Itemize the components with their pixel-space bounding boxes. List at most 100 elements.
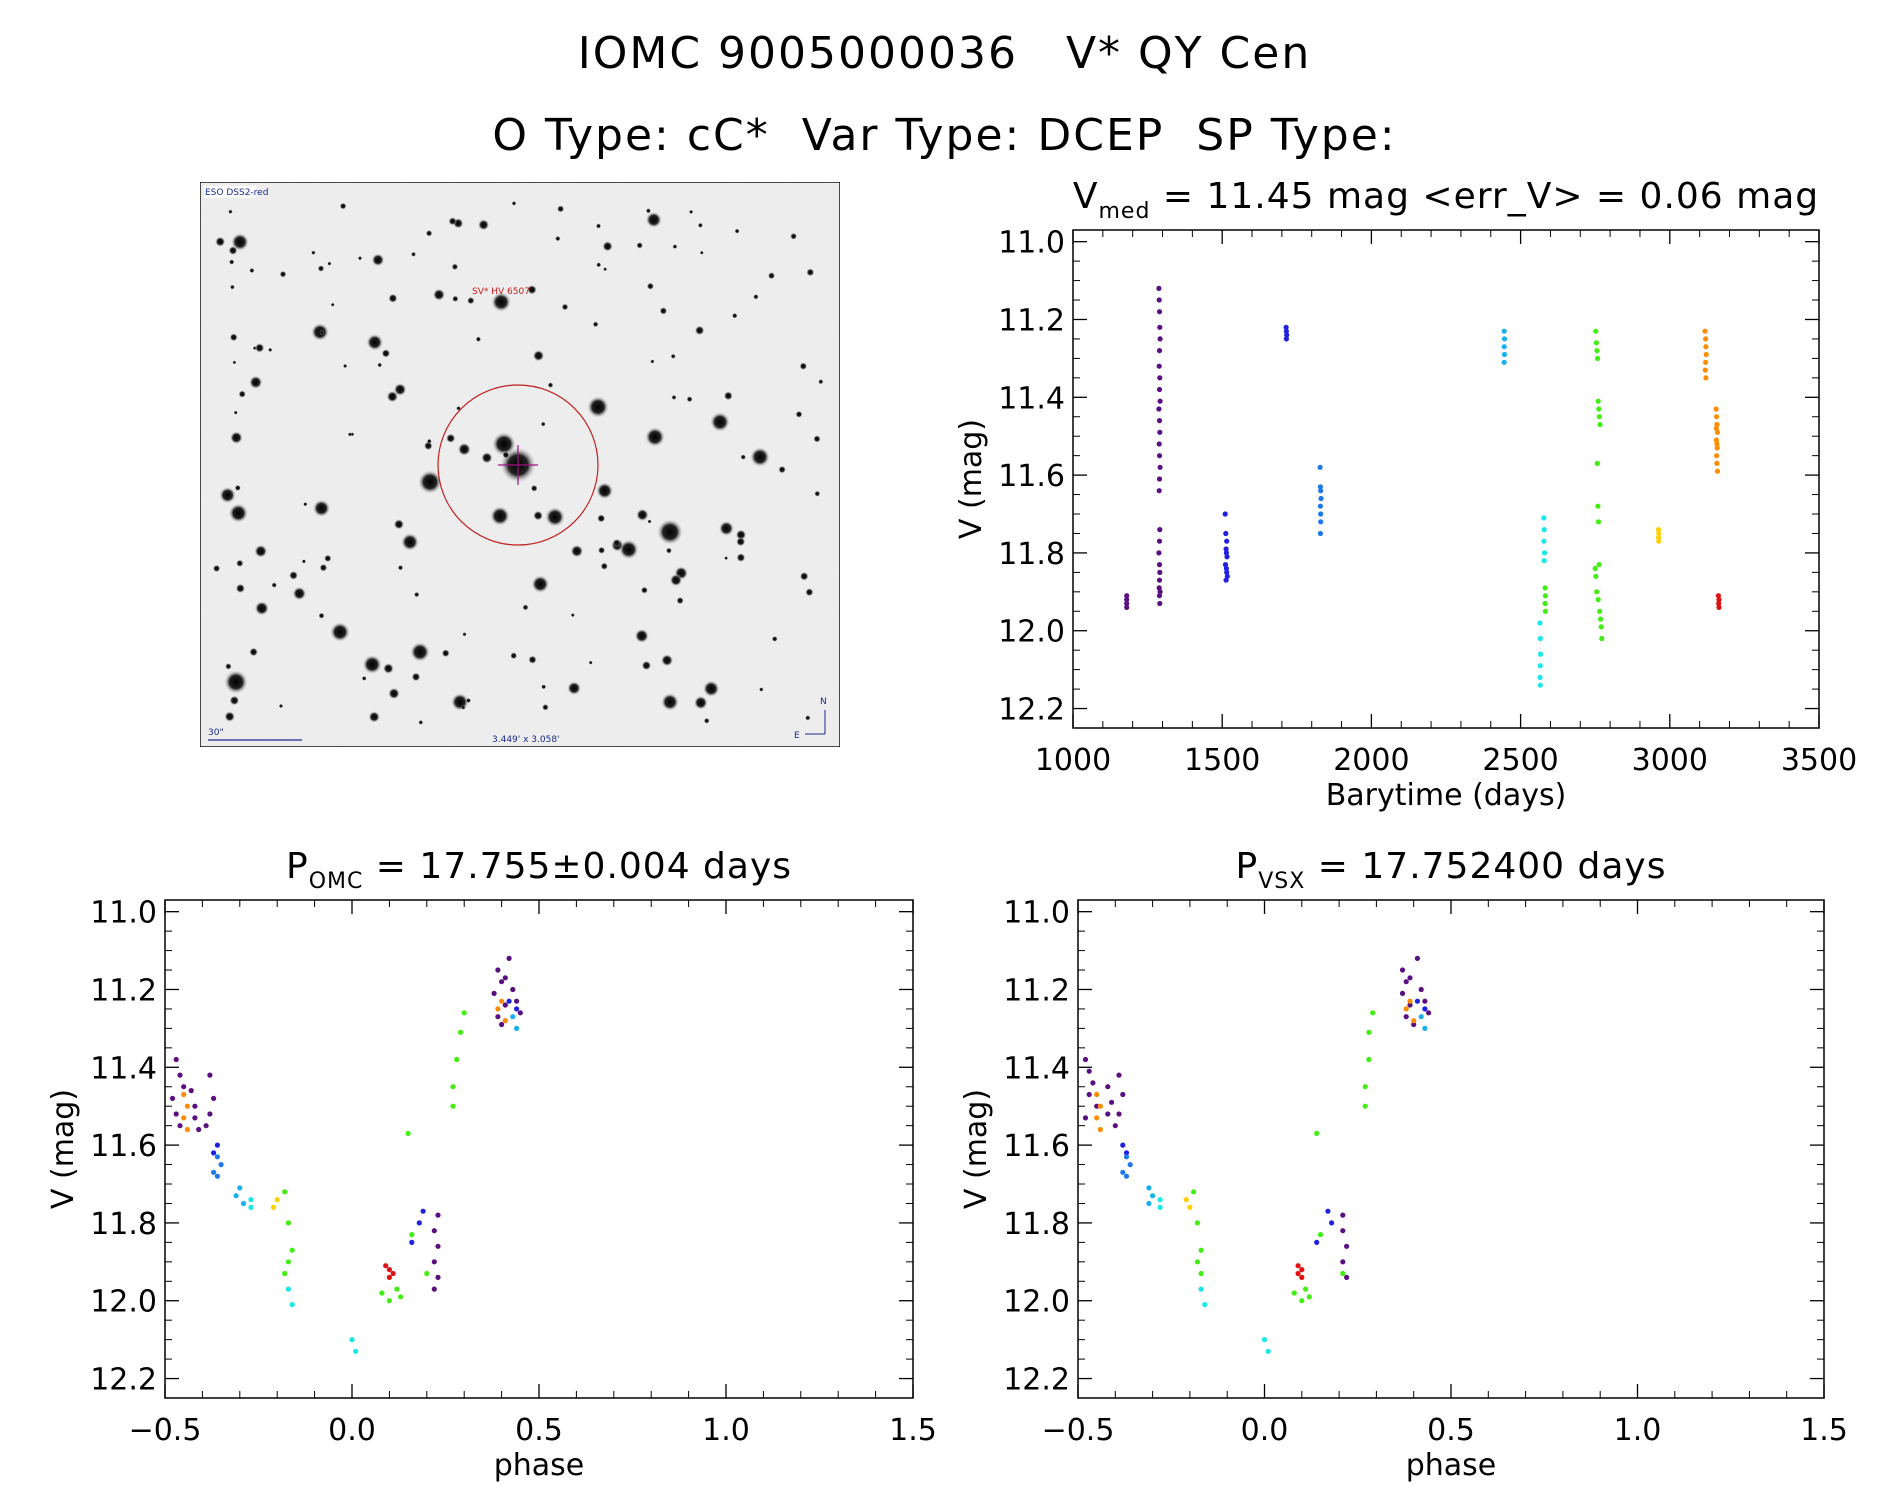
data-point: [457, 1029, 464, 1035]
data-point: [1537, 674, 1543, 681]
data-point: [1156, 348, 1163, 354]
data-point: [1086, 1068, 1092, 1074]
data-point: [1202, 1302, 1208, 1308]
data-point: [181, 1091, 187, 1098]
data-point: [1597, 421, 1603, 428]
data-point: [1418, 986, 1424, 993]
data-point: [1537, 635, 1543, 642]
data-point: [1542, 593, 1548, 599]
data-point: [1714, 468, 1721, 474]
data-point: [1595, 355, 1601, 361]
finder-star: [311, 250, 316, 255]
finder-star: [818, 379, 824, 385]
data-point: [1314, 1239, 1320, 1245]
data-point: [1291, 1290, 1297, 1296]
data-point: [1127, 1162, 1133, 1168]
finder-star: [710, 412, 730, 432]
data-point: [386, 1274, 392, 1280]
data-point: [390, 1270, 396, 1277]
chart-title-main: P: [1236, 846, 1259, 887]
chart-phase-omc: −0.5 0.0 0.5 1.0 1.5 11.0 11.2 11.4 11.6 11.8 12.0…: [46, 846, 937, 1483]
finder-star: [312, 499, 331, 518]
finder-star: [596, 482, 614, 500]
data-point: [1156, 386, 1163, 393]
finder-star: [254, 601, 270, 616]
finder-star: [688, 209, 694, 215]
y-tick-label: 11.4: [1003, 1051, 1070, 1086]
data-point: [1501, 344, 1507, 350]
x-tick-label: 1.0: [702, 1413, 750, 1448]
data-point: [289, 1302, 295, 1308]
finder-star: [361, 675, 367, 681]
data-point: [349, 1337, 355, 1343]
data-point: [1340, 1228, 1346, 1234]
finder-star: [228, 259, 235, 265]
finder-star: [645, 427, 665, 447]
data-point: [1223, 530, 1229, 537]
data-point: [502, 1002, 508, 1008]
finder-star: [736, 553, 746, 563]
finder-star: [522, 604, 529, 611]
data-point: [1714, 441, 1720, 447]
data-point: [1265, 1348, 1271, 1354]
data-point: [1157, 600, 1163, 607]
chart-title-main: V: [1073, 176, 1099, 217]
data-point: [1714, 421, 1720, 428]
data-point: [1340, 1212, 1346, 1218]
data-point: [1194, 1259, 1200, 1265]
data-point: [1146, 1185, 1152, 1191]
data-point: [517, 1010, 523, 1016]
finder-star: [225, 663, 232, 670]
finder-star: [702, 680, 720, 698]
data-point: [203, 1123, 209, 1129]
data-point: [1157, 569, 1163, 576]
data-point: [1146, 1200, 1152, 1207]
data-point: [1344, 1243, 1350, 1249]
y-tick-label: 11.6: [90, 1129, 157, 1164]
chart-title-sub: VSX: [1258, 869, 1305, 894]
finder-star: [567, 681, 582, 696]
data-point: [1702, 328, 1708, 334]
finder-star: [278, 703, 284, 709]
x-tick-label: 1500: [1184, 743, 1260, 778]
data-point: [1414, 955, 1420, 962]
finder-star: [723, 391, 733, 401]
data-point: [270, 1204, 277, 1210]
data-point: [1317, 503, 1323, 509]
data-point: [1157, 398, 1163, 404]
finder-star: [547, 382, 554, 388]
data-point: [1541, 550, 1548, 556]
data-point: [1541, 527, 1547, 533]
x-tick-label: 0.0: [1241, 1413, 1289, 1448]
finder-star: [686, 396, 693, 403]
x-tick-label: 0.0: [328, 1413, 376, 1448]
y-tick-label: 12.0: [90, 1285, 157, 1320]
chart-title-sub: OMC: [309, 869, 364, 894]
data-point: [1411, 1021, 1417, 1028]
data-point: [1399, 967, 1406, 973]
data-point: [1596, 414, 1602, 420]
data-point: [1157, 375, 1163, 381]
finder-star: [357, 256, 363, 261]
data-point: [169, 1095, 176, 1101]
finder-star: [451, 263, 459, 271]
finder-star: [641, 660, 652, 671]
finder-star: [224, 670, 248, 694]
finder-star: [736, 537, 746, 547]
data-point: [409, 1239, 415, 1245]
finder-star: [249, 647, 259, 657]
data-point: [274, 1197, 280, 1203]
data-point: [1407, 998, 1413, 1004]
data-point: [1124, 604, 1130, 611]
fov-label: 3.449' x 3.058': [492, 735, 560, 745]
finder-star: [303, 502, 308, 507]
data-point: [1501, 328, 1507, 334]
data-point: [1655, 534, 1662, 541]
data-point: [1124, 600, 1130, 607]
finder-star: [381, 349, 391, 358]
data-point: [1105, 1111, 1111, 1117]
y-tick-label: 11.4: [90, 1051, 157, 1086]
finder-star: [767, 272, 776, 280]
data-point: [1594, 348, 1600, 354]
data-point: [1317, 484, 1323, 490]
